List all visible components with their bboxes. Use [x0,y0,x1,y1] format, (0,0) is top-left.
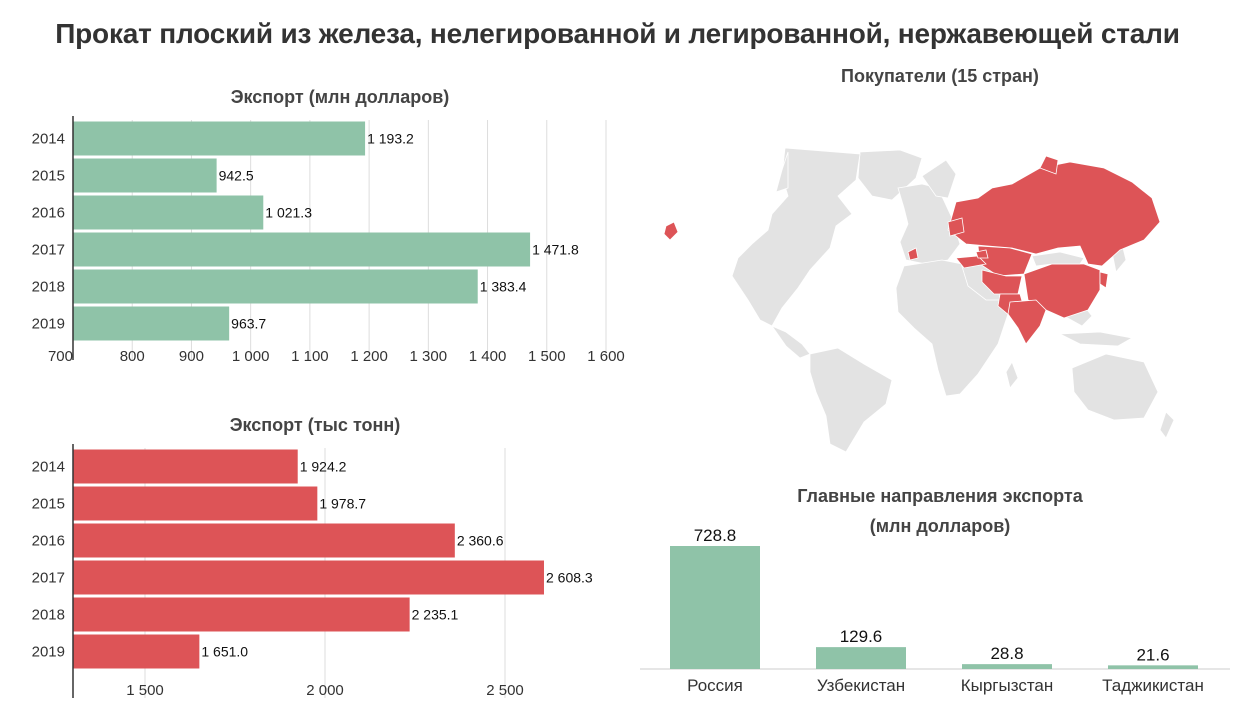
data-label: 1 471.8 [532,242,579,258]
map-belarus [947,217,965,237]
map-western-europe [907,247,919,261]
category-label: Кыргызстан [961,676,1054,695]
data-label: 28.8 [990,644,1023,663]
export-tons-chart-title: Экспорт (тыс тонн) [229,415,401,435]
export-usd-chart: 700 800 900 1 000 1 100 1 200 1 300 1 400 1 500 1… [32,116,625,365]
map-ireland-uk [663,221,679,241]
bar [670,546,760,669]
bar [73,634,200,669]
bar [73,306,230,341]
category-label: 2016 [32,205,65,222]
tick-label: 1 500 [126,682,164,699]
map-mongolia [1031,251,1085,267]
map-caucasus [975,249,989,259]
main-destinations-title: Главные направления экспорта [797,486,1083,506]
map-north-america [731,147,861,327]
data-label: 2 360.6 [457,533,504,549]
main-destinations-subtitle: (млн долларов) [869,516,1011,536]
category-label: 2019 [32,316,65,333]
data-label: 21.6 [1136,645,1169,664]
bar [73,486,318,521]
data-label: 1 383.4 [480,279,527,295]
bar [73,597,410,632]
map-south-america [809,347,893,453]
bar [73,269,478,304]
category-label: 2017 [32,242,65,259]
map-indonesia [1058,331,1134,347]
tick-label: 1 000 [232,348,270,365]
world-map [663,147,1175,453]
tick-label: 800 [120,348,145,365]
category-label: Таджикистан [1102,676,1204,695]
tick-label: 700 [48,348,73,365]
export-tons-chart: 1 500 2 000 2 500 2014 1 924.2 2015 1 978.7 201… [32,444,593,699]
map-new-zealand [1159,411,1175,439]
map-russia-north-island [1039,155,1059,175]
category-label: 2018 [32,279,65,296]
bar [962,664,1052,669]
category-label: 2015 [32,496,65,513]
tick-label: 1 600 [587,348,625,365]
bar [73,560,544,595]
category-label: 2017 [32,570,65,587]
bar [73,449,298,484]
category-label: 2018 [32,607,65,624]
data-label: 728.8 [694,526,737,545]
bar [73,523,455,558]
page-title: Прокат плоский из железа, нелегированной… [55,18,1180,49]
bar [73,232,531,267]
tick-label: 1 400 [469,348,507,365]
data-label: 1 651.0 [201,644,248,660]
category-label: 2014 [32,131,65,148]
data-label: 2 235.1 [412,607,459,623]
bar [1108,665,1198,669]
tick-label: 900 [179,348,204,365]
map-india [1007,299,1047,345]
map-turkey [955,255,987,269]
tick-label: 2 000 [306,682,344,699]
tick-label: 2 500 [486,682,524,699]
data-label: 1 193.2 [367,131,414,147]
main-destinations-chart: 728.8 Россия 129.6 Узбекистан 28.8 Кыргызстан… [640,526,1230,695]
bar [816,647,906,669]
category-label: 2019 [32,644,65,661]
map-korea [1099,271,1109,289]
map-scandinavia [921,159,957,199]
data-label: 1 924.2 [300,459,347,475]
data-label: 129.6 [840,627,883,646]
tick-label: 1 300 [410,348,448,365]
category-label: 2014 [32,459,65,476]
bar [73,158,217,193]
tick-label: 1 100 [291,348,329,365]
tick-label: 1 500 [528,348,566,365]
map-russia [947,161,1161,267]
data-label: 942.5 [219,168,254,184]
map-alaska [775,151,789,193]
map-central-america [770,325,811,359]
map-australia [1071,353,1159,421]
data-label: 2 608.3 [546,570,593,586]
data-label: 1 021.3 [265,205,312,221]
tick-label: 1 200 [350,348,388,365]
data-label: 963.7 [231,316,266,332]
data-label: 1 978.7 [319,496,366,512]
map-title: Покупатели (15 стран) [841,66,1039,86]
map-madagascar [1005,361,1019,389]
export-usd-chart-title: Экспорт (млн долларов) [230,87,450,107]
bar [73,121,366,156]
bar [73,195,264,230]
category-label: Узбекистан [817,676,905,695]
category-label: 2016 [32,533,65,550]
category-label: 2015 [32,168,65,185]
category-label: Россия [687,676,743,695]
